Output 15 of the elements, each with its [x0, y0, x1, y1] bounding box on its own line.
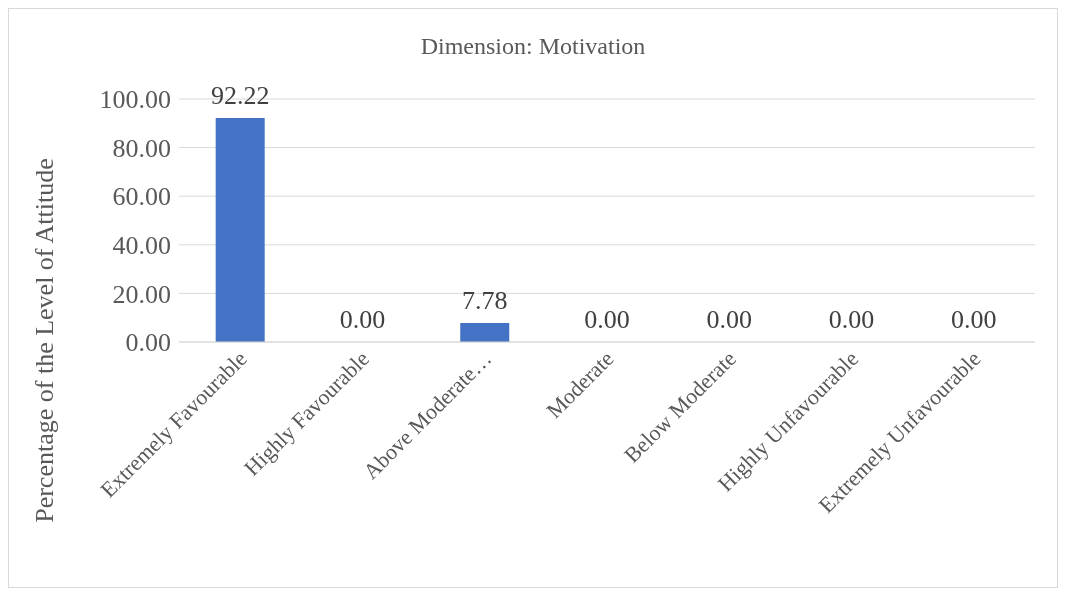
y-tick-label: 60.00 — [112, 182, 171, 212]
data-label: 92.22 — [210, 80, 270, 110]
y-tick-label: 100.00 — [99, 85, 171, 115]
data-label: 0.00 — [951, 305, 997, 334]
data-label: 0.00 — [584, 305, 630, 334]
data-label: 0.00 — [828, 305, 875, 334]
y-tick-label: 80.00 — [112, 133, 171, 163]
y-tick-label: 40.00 — [112, 231, 171, 261]
data-label: 0.00 — [706, 305, 753, 334]
data-label: 7.78 — [461, 286, 508, 316]
y-tick-label: 0.00 — [125, 328, 171, 358]
chart-title: Dimension: Motivation — [419, 33, 647, 60]
data-label: 0.00 — [339, 305, 386, 334]
y-axis-title: Percentage of the Level of Attitude — [30, 158, 60, 523]
y-tick-label: 20.00 — [112, 279, 171, 309]
